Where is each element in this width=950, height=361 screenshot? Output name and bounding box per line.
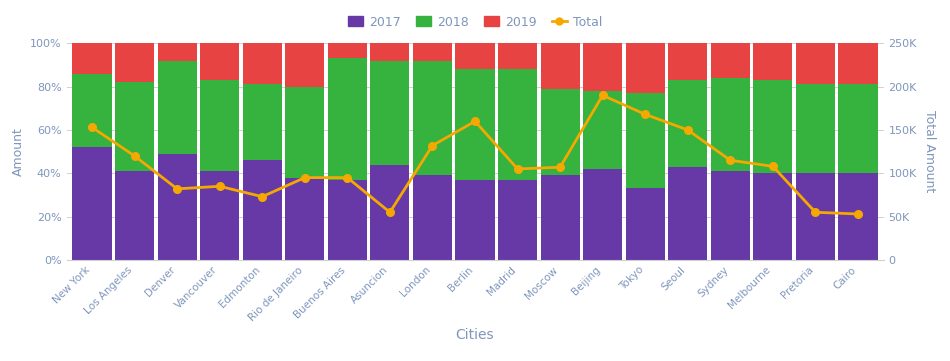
Bar: [115, 82, 154, 171]
Bar: [753, 173, 792, 260]
Bar: [796, 84, 835, 173]
Bar: [583, 91, 622, 169]
Bar: [498, 180, 537, 260]
Bar: [370, 43, 409, 61]
Bar: [285, 178, 324, 260]
Bar: [541, 43, 580, 89]
Bar: [711, 78, 750, 171]
Bar: [839, 173, 878, 260]
Bar: [711, 171, 750, 260]
Bar: [668, 80, 708, 167]
Bar: [242, 160, 282, 260]
Bar: [328, 43, 367, 58]
Bar: [753, 80, 792, 173]
Bar: [200, 43, 239, 80]
Bar: [413, 175, 452, 260]
Bar: [242, 43, 282, 84]
Bar: [541, 89, 580, 175]
Bar: [711, 43, 750, 78]
Bar: [839, 84, 878, 173]
Bar: [498, 43, 537, 69]
Bar: [328, 180, 367, 260]
Bar: [115, 43, 154, 82]
Bar: [158, 61, 197, 154]
Bar: [796, 173, 835, 260]
Bar: [115, 171, 154, 260]
Bar: [498, 69, 537, 180]
Bar: [370, 61, 409, 165]
Bar: [413, 43, 452, 61]
Bar: [413, 61, 452, 175]
Bar: [158, 154, 197, 260]
Bar: [753, 43, 792, 80]
Bar: [455, 43, 495, 69]
Bar: [370, 165, 409, 260]
Legend: 2017, 2018, 2019, Total: 2017, 2018, 2019, Total: [343, 10, 607, 34]
Bar: [72, 43, 111, 74]
Bar: [200, 171, 239, 260]
Bar: [285, 43, 324, 87]
X-axis label: Cities: Cities: [456, 328, 494, 342]
Bar: [839, 43, 878, 84]
Y-axis label: Total Amount: Total Amount: [923, 110, 936, 193]
Bar: [626, 43, 665, 93]
Bar: [285, 87, 324, 178]
Y-axis label: Amount: Amount: [11, 127, 25, 176]
Bar: [626, 188, 665, 260]
Bar: [328, 58, 367, 180]
Bar: [455, 180, 495, 260]
Bar: [583, 169, 622, 260]
Bar: [541, 175, 580, 260]
Bar: [455, 69, 495, 180]
Bar: [796, 43, 835, 84]
Bar: [668, 167, 708, 260]
Bar: [583, 43, 622, 91]
Bar: [668, 43, 708, 80]
Bar: [626, 93, 665, 188]
Bar: [72, 74, 111, 147]
Bar: [72, 147, 111, 260]
Bar: [200, 80, 239, 171]
Bar: [158, 43, 197, 61]
Bar: [242, 84, 282, 160]
